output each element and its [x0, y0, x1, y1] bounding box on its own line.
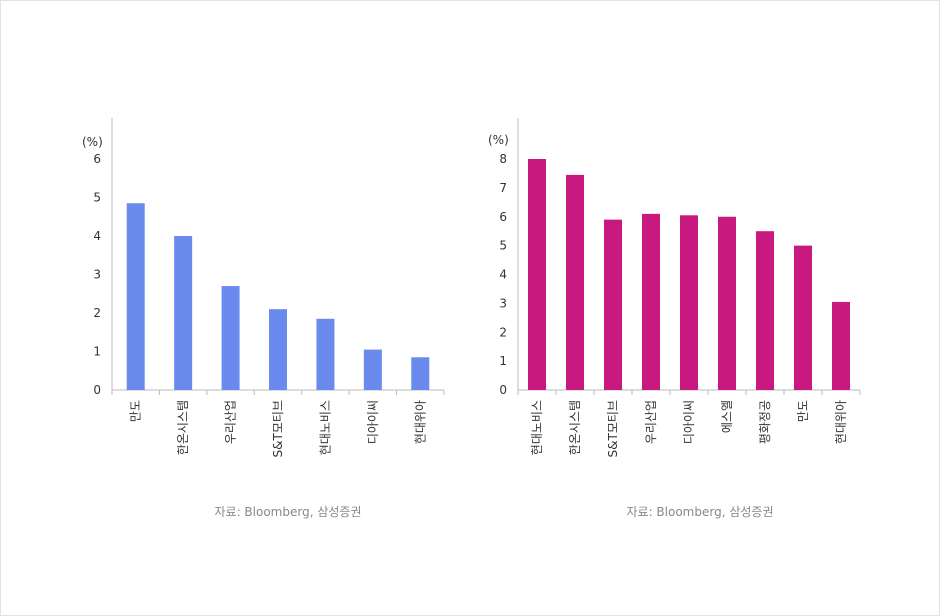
left-bar-6 — [363, 349, 382, 390]
left-y-tick-label: 1 — [93, 345, 101, 359]
left-category-label: 우리산업 — [224, 400, 238, 444]
right-bar-8 — [794, 245, 812, 390]
right-bar-9 — [832, 301, 850, 390]
left-bar-5 — [316, 318, 335, 390]
left-bar-7 — [411, 357, 430, 390]
left-y-ticks: 0 1 2 3 4 5 6 — [93, 152, 101, 397]
left-category-label: 한온시스템 — [176, 400, 190, 455]
right-category-labels: 현대노비스 한온시스템 S&T모티브 우리산업 디아이씨 에스엘 평화정공 만도 현대위아 — [530, 400, 848, 457]
right-y-ticks: 0 1 2 3 4 5 6 7 8 — [499, 152, 507, 397]
left-y-tick-label: 4 — [93, 229, 101, 243]
right-y-tick-label: 3 — [499, 296, 507, 310]
right-unit-label: (%) — [488, 133, 509, 147]
right-y-tick-label: 7 — [499, 181, 507, 195]
left-y-tick-label: 2 — [93, 306, 101, 320]
right-y-tick-label: 1 — [499, 354, 507, 368]
right-category-label: 한온시스템 — [568, 400, 582, 455]
right-bar-1 — [528, 159, 546, 390]
right-bar-chart: (%) 0 1 2 3 4 5 6 7 8 현대노비스 한온시스템 S&T모티브 우리산업 디아이씨 에스… — [488, 118, 861, 519]
left-category-label: 디아이씨 — [366, 400, 380, 444]
left-y-tick-label: 3 — [93, 268, 101, 282]
right-source-note: 자료: Bloomberg, 삼성증권 — [626, 505, 773, 519]
right-y-tick-label: 4 — [499, 268, 507, 282]
right-category-label: 현대노비스 — [530, 400, 544, 455]
left-y-tick-label: 6 — [93, 152, 101, 166]
right-category-label: 우리산업 — [644, 400, 658, 444]
right-bar-3 — [604, 219, 622, 390]
right-category-label: S&T모티브 — [606, 400, 620, 457]
right-bar-2 — [566, 174, 584, 390]
left-bar-4 — [269, 309, 287, 390]
left-bar-2 — [174, 236, 193, 390]
left-category-label: 현대위아 — [413, 400, 427, 444]
right-category-label: 현대위아 — [834, 400, 848, 444]
right-category-label: 평화정공 — [758, 400, 772, 444]
left-category-label: S&T모티브 — [271, 400, 285, 457]
left-x-ticks — [111, 390, 445, 395]
left-source-note: 자료: Bloomberg, 삼성증권 — [214, 505, 361, 519]
right-bars — [528, 159, 850, 390]
left-bar-1 — [126, 203, 145, 390]
left-category-labels: 만도 한온시스템 우리산업 S&T모티브 현대노비스 디아이씨 현대위아 — [129, 400, 428, 457]
left-category-label: 만도 — [129, 400, 143, 422]
right-category-label: 디아이씨 — [682, 400, 696, 444]
right-x-ticks — [517, 390, 861, 395]
left-bar-chart: (%) 0 1 2 3 4 5 6 만도 한온시스템 우리산업 S&T모티브 현대노비스 디아이씨 현대… — [82, 118, 445, 519]
left-y-tick-label: 5 — [93, 191, 101, 205]
left-unit-label: (%) — [82, 135, 103, 149]
right-y-tick-label: 5 — [499, 239, 507, 253]
right-bar-6 — [718, 216, 736, 390]
right-y-tick-label: 0 — [499, 383, 507, 397]
right-y-tick-label: 8 — [499, 152, 507, 166]
left-y-tick-label: 0 — [93, 383, 101, 397]
right-y-tick-label: 2 — [499, 325, 507, 339]
right-category-label: 에스엘 — [720, 400, 734, 433]
right-category-label: 만도 — [796, 400, 810, 422]
right-bar-5 — [680, 215, 698, 390]
left-category-label: 현대노비스 — [318, 400, 332, 455]
left-bars — [126, 203, 430, 390]
left-bar-3 — [221, 286, 240, 390]
right-y-tick-label: 6 — [499, 210, 507, 224]
right-bar-7 — [756, 231, 774, 390]
right-bar-4 — [642, 213, 660, 390]
